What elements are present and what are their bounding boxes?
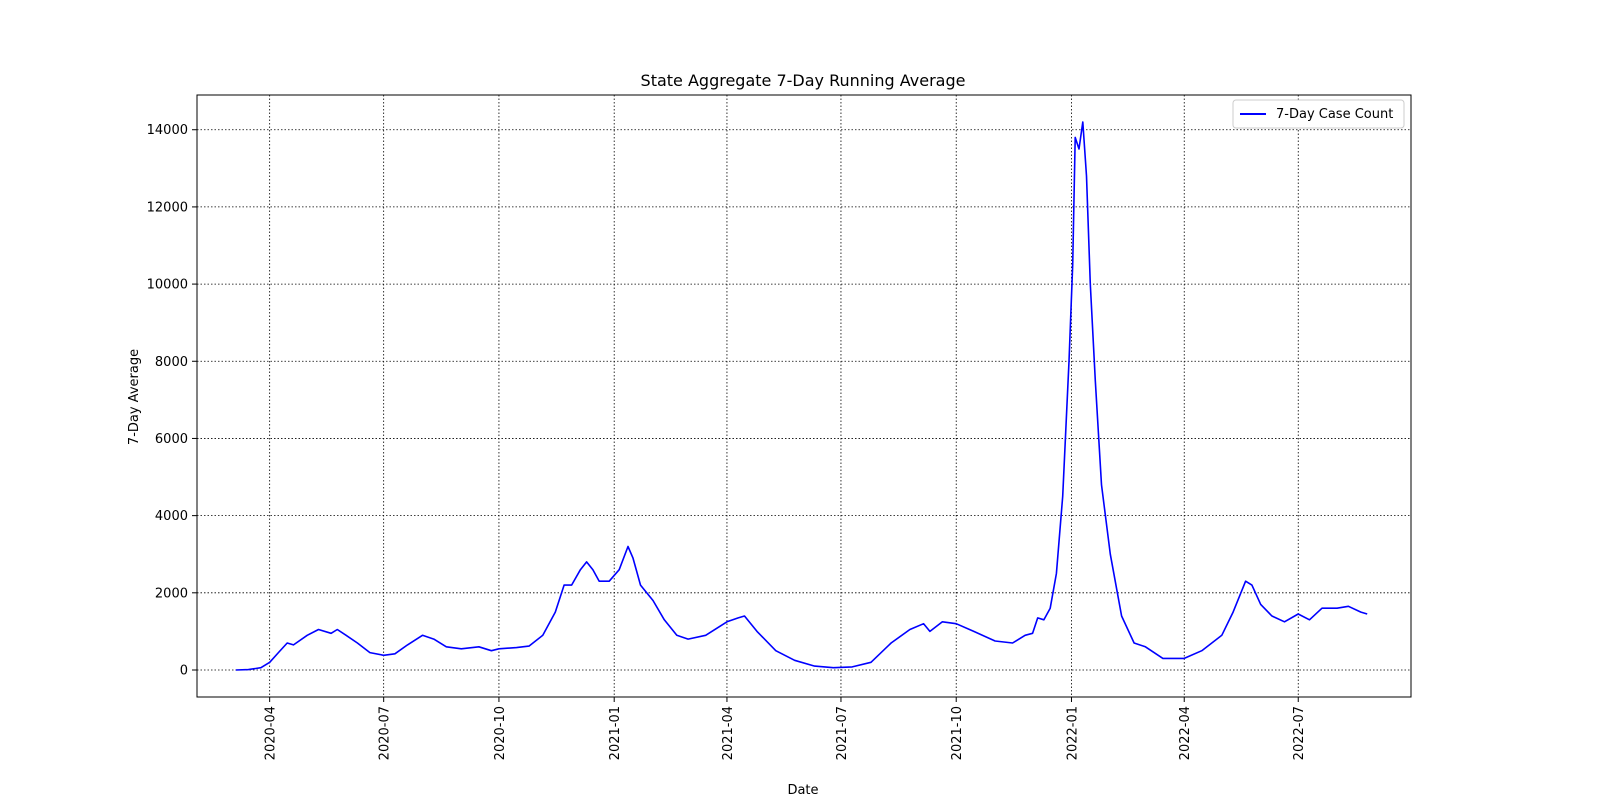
x-tick-label: 2020-07 [378,706,393,760]
y-tick-label: 12000 [147,200,188,215]
x-tick-label: 2022-04 [1178,706,1193,760]
legend: 7-Day Case Count [1233,100,1404,128]
x-tick-label: 2020-10 [493,706,508,760]
x-tick-label: 2022-01 [1065,706,1080,760]
x-axis: 2020-04 2020-07 2020-10 2021-01 2021-04 2021-… [264,697,1308,760]
y-tick-label: 6000 [155,432,188,447]
y-tick-label: 10000 [147,278,188,293]
legend-entry-label: 7-Day Case Count [1276,107,1393,122]
x-tick-label: 2020-04 [264,706,279,760]
x-tick-label: 2021-01 [608,706,623,760]
x-tick-label: 2021-04 [721,706,736,760]
x-tick-label: 2021-10 [950,706,965,760]
y-tick-label: 0 [180,663,188,678]
y-tick-label: 14000 [147,123,188,138]
x-axis-label: Date [787,783,818,798]
x-tick-label: 2021-07 [835,706,850,760]
y-axis: 0 2000 4000 6000 8000 10000 12000 14000 [147,123,197,678]
x-tick-label: 2022-07 [1292,706,1307,760]
y-tick-label: 4000 [155,509,188,524]
chart-title: State Aggregate 7-Day Running Average [641,71,966,90]
grid-lines [197,95,1411,697]
series-line-0 [236,122,1367,670]
series-layer [236,122,1367,670]
y-axis-label: 7-Day Average [127,349,142,445]
y-tick-label: 2000 [155,586,188,601]
plot-frame [197,95,1411,697]
y-tick-label: 8000 [155,355,188,370]
